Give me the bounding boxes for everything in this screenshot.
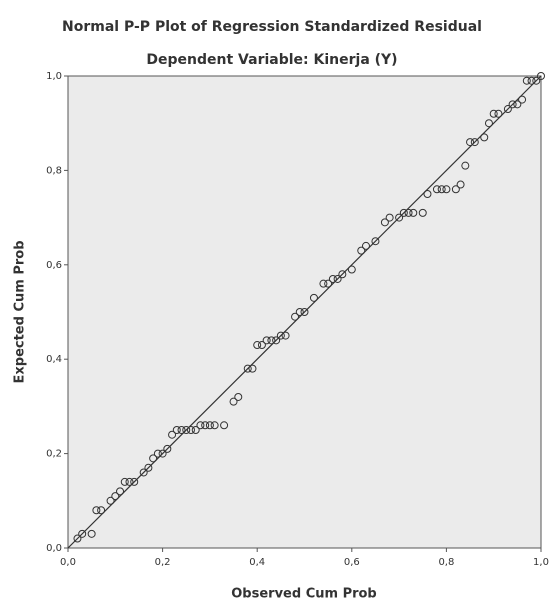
y-tick-label: 0,8 xyxy=(46,165,62,176)
x-tick-label: 0,6 xyxy=(344,557,360,568)
y-tick-label: 0,0 xyxy=(46,543,62,554)
x-tick-label: 0,4 xyxy=(249,557,265,568)
y-tick-label: 1,0 xyxy=(46,71,62,82)
y-axis-label: Expected Cum Prob xyxy=(13,241,28,384)
chart: Normal P-P Plot of Regression Standardiz… xyxy=(0,0,550,606)
x-axis-label: Observed Cum Prob xyxy=(231,587,377,602)
x-tick-label: 0,2 xyxy=(155,557,171,568)
chart-subtitle: Dependent Variable: Kinerja (Y) xyxy=(146,52,397,68)
x-tick-label: 0,0 xyxy=(60,557,76,568)
y-tick-label: 0,6 xyxy=(46,260,62,271)
x-tick-label: 1,0 xyxy=(533,557,549,568)
y-tick-label: 0,2 xyxy=(46,449,62,460)
y-tick-label: 0,4 xyxy=(46,354,62,365)
chart-title: Normal P-P Plot of Regression Standardiz… xyxy=(62,19,482,35)
x-tick-label: 0,8 xyxy=(438,557,454,568)
